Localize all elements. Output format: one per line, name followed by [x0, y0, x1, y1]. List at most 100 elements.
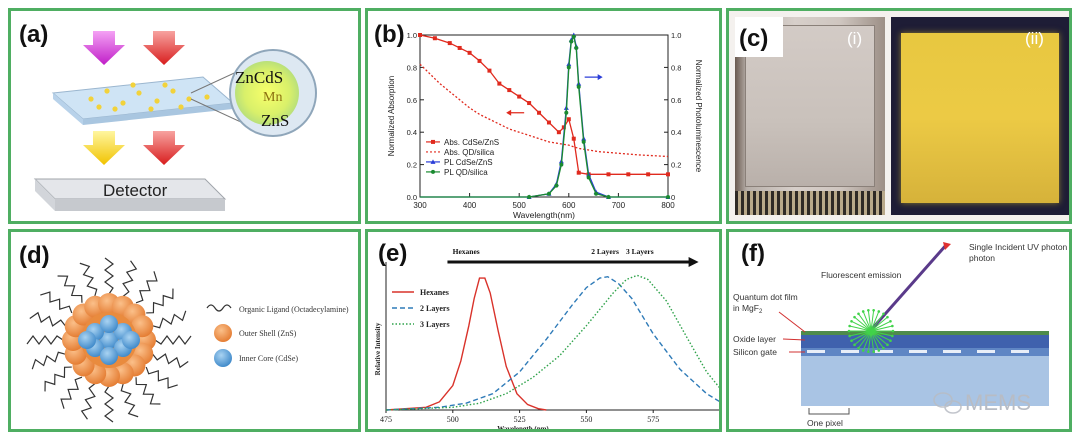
emission-photon — [891, 329, 895, 333]
ligand-chain — [152, 310, 187, 329]
chart-b-point — [666, 195, 670, 199]
chart-b-xtick-label: 300 — [413, 201, 427, 210]
core-sphere — [122, 331, 140, 349]
chart-b-legend-label: Abs. CdSe/ZnS — [444, 138, 499, 147]
ligand-chain — [135, 377, 161, 405]
emission-ray — [849, 330, 872, 337]
core-sphere — [100, 315, 118, 333]
ligand-chain — [40, 291, 73, 314]
chart-b-point — [556, 130, 561, 135]
emission-photon — [889, 319, 892, 323]
emission-photon — [886, 315, 889, 319]
chart-b-xtick-label: 700 — [612, 201, 626, 210]
emission-photon — [848, 334, 851, 338]
emission-ray — [870, 313, 884, 332]
chart-b-point — [594, 191, 599, 196]
chart-b-y2tick-label: 0.6 — [671, 96, 681, 105]
emission-photon — [848, 324, 851, 328]
watermark-label: MEMS — [965, 390, 1031, 415]
emission-ray — [870, 311, 880, 332]
incident-photon-label-1: Single Incident UV photon — [969, 242, 1068, 252]
uv-arrow-icon — [83, 31, 125, 65]
chart-b-point — [559, 162, 564, 167]
chart-b-legend-label: Abs. QD/silica — [444, 148, 495, 157]
chart-b-legend-marker — [430, 159, 436, 164]
ligand-chain — [57, 275, 83, 303]
emission-photon — [877, 310, 881, 313]
chart-b-point — [487, 68, 492, 73]
device-photo-ii — [891, 17, 1069, 215]
ligand-chain — [26, 335, 64, 345]
red-light-arrow-icon — [143, 31, 185, 65]
panel-c-sub-i: (i) — [847, 29, 863, 48]
emission-ray — [862, 311, 872, 332]
panel-e-label: (e) — [378, 240, 408, 267]
silicon-substrate — [801, 356, 1049, 406]
chart-e-xtick-label: 550 — [580, 415, 592, 424]
ligand-chain — [146, 288, 174, 314]
panel-b-label: (b) — [374, 21, 405, 48]
emission-photon — [853, 315, 856, 319]
ligand-chain — [104, 385, 114, 423]
chart-e-series-line — [385, 277, 547, 411]
chart-b-y2tick-label: 0.8 — [671, 63, 681, 72]
chart-b-ytick-label: 0.8 — [407, 63, 417, 72]
emission-photon — [850, 319, 853, 323]
emission-ray — [867, 310, 872, 332]
chart-b-point — [447, 41, 452, 46]
svg-text:photon: photon — [969, 253, 995, 263]
ligand-chain — [145, 366, 178, 389]
chart-b-point — [626, 172, 631, 177]
chart-b-ylabel: Normalized Absorption — [387, 76, 396, 156]
chart-e-legend-label: 3 Layers — [420, 320, 450, 329]
chart-b-point — [497, 81, 502, 86]
emission-photon — [882, 346, 885, 350]
emission-ray — [858, 313, 872, 332]
emission-ray — [854, 316, 872, 332]
gate-segments — [807, 350, 1029, 353]
ligand-chain — [79, 262, 98, 297]
ligand-chain — [44, 366, 72, 392]
chart-b-point — [457, 45, 462, 50]
mn-label: Mn — [263, 90, 282, 105]
emission-ray — [862, 330, 872, 351]
chart-b-point — [564, 110, 569, 115]
oxide-layer — [801, 335, 1049, 348]
emission-photon — [886, 343, 889, 347]
chart-e-arrow-label: 3 Layers — [626, 247, 654, 256]
emission-photon — [850, 339, 853, 343]
chart-b-point — [418, 33, 422, 37]
chart-b-point — [566, 65, 571, 70]
chart-e-legend-label: Hexanes — [420, 288, 449, 297]
emission-ray — [858, 330, 872, 349]
emission-ray — [870, 330, 875, 352]
legend-core-label: Inner Core (CdSe) — [239, 354, 298, 363]
chart-e-ylabel: Relative Intensity — [374, 322, 382, 375]
chart-b-point — [517, 94, 522, 99]
chart-e-series-line — [385, 275, 719, 411]
emission-photon — [861, 310, 865, 313]
panel-a-diagram: ZnCdS Mn ZnS Detector — [33, 31, 317, 211]
chart-b-point — [537, 110, 542, 115]
emission-shift-chart: 475 500 525 550 575 Wavelength (nm) Relative I… — [374, 247, 719, 429]
emission-ray — [870, 310, 875, 332]
fluorescent-emission-burst — [847, 308, 895, 354]
chart-b-xlabel: Wavelength(nm) — [513, 210, 575, 220]
chart-b-point — [477, 58, 482, 63]
core-sphere — [78, 331, 96, 349]
chart-b-point — [576, 84, 581, 89]
panel-c-sub-ii: (ii) — [1025, 29, 1044, 48]
chart-b-xtick-label: 800 — [661, 201, 675, 210]
ligand-chain — [120, 383, 139, 418]
pixel-cross-section-diagram: Single Incident UV photon photon Fluores… — [733, 242, 1068, 428]
ligand-chain — [122, 260, 138, 297]
silicon-gate-label: Silicon gate — [733, 347, 777, 357]
pixel-bracket — [808, 408, 850, 415]
emission-ray — [870, 316, 888, 332]
emission-photon — [872, 308, 875, 312]
chart-b-point — [527, 101, 532, 106]
chart-b-point — [561, 125, 566, 130]
emission-photon — [889, 339, 892, 343]
chart-b-point — [586, 175, 591, 180]
chart-b-point — [571, 34, 576, 39]
